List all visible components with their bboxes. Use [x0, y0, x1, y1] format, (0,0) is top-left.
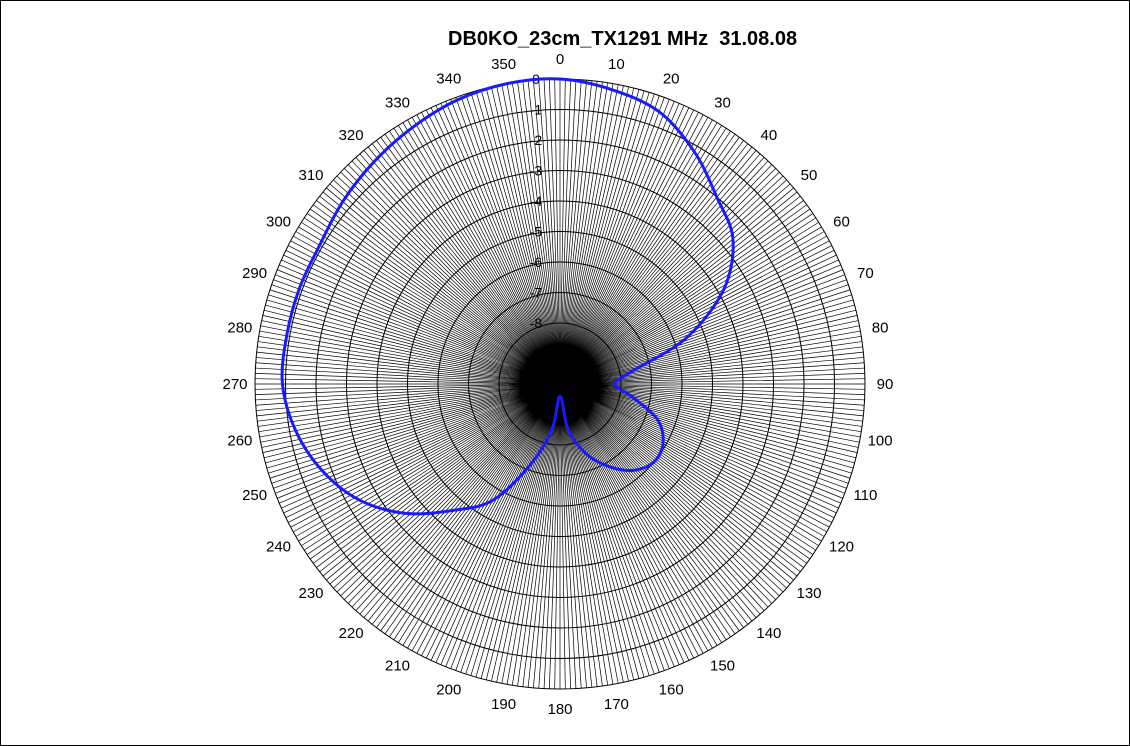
angle-tick-label: 60 — [833, 214, 850, 231]
angle-tick-label: 220 — [339, 625, 364, 642]
angle-tick-label: 230 — [298, 585, 323, 602]
angle-tick-label: 10 — [608, 56, 625, 73]
radial-tick-label: -7 — [530, 285, 543, 301]
angle-tick-label: 110 — [853, 487, 877, 504]
grid-ring — [346, 170, 774, 598]
angle-tick-label: 250 — [242, 487, 267, 504]
angle-tick-label: 320 — [339, 127, 364, 144]
angle-tick-label: 100 — [868, 432, 893, 449]
radial-tick-label: -2 — [530, 132, 543, 148]
chart-title: DB0KO_23cm_TX1291 MHz 31.08.08 — [448, 28, 798, 50]
angle-tick-label: 190 — [491, 696, 516, 713]
angle-tick-label: 260 — [227, 432, 252, 449]
angle-tick-label: 310 — [298, 167, 323, 184]
radial-tick-label: -1 — [530, 102, 543, 118]
radial-tick-label: -3 — [530, 163, 543, 179]
radial-tick-label: -5 — [530, 224, 543, 240]
grid-ring — [437, 261, 683, 507]
grid-rings — [254, 78, 866, 690]
grid-ring — [376, 200, 744, 568]
angle-tick-label: 280 — [227, 320, 252, 337]
grid-ring — [285, 109, 835, 659]
angle-tick-label: 30 — [714, 95, 731, 112]
angle-tick-label: 290 — [242, 265, 267, 282]
grid-ring — [498, 322, 622, 446]
angle-tick-label: 20 — [663, 71, 680, 88]
angle-tick-label: 210 — [385, 658, 410, 675]
angle-tick-label: 90 — [877, 376, 894, 393]
angle-tick-label: 170 — [604, 696, 629, 713]
angle-tick-label: 0 — [556, 51, 564, 68]
angle-tick-label: 40 — [761, 127, 778, 144]
angle-tick-label: 200 — [436, 681, 461, 698]
angle-tick-label: 140 — [756, 625, 781, 642]
radial-tick-label: -8 — [530, 315, 543, 331]
grid-ring — [315, 139, 805, 629]
angle-tick-label: 240 — [266, 539, 291, 556]
grid-ring — [529, 353, 591, 415]
angle-tick-label: 80 — [872, 320, 889, 337]
radial-tick-label: -6 — [530, 254, 543, 270]
angle-tick-label: 70 — [857, 265, 874, 282]
angle-tick-label: 130 — [796, 585, 821, 602]
angle-tick-label: 350 — [491, 56, 516, 73]
trace-layer — [280, 77, 735, 516]
radial-tick-label: -4 — [530, 193, 543, 209]
ring-labels: 0-1-2-3-4-5-6-7-8 — [530, 71, 543, 331]
grid-ring — [468, 292, 652, 476]
grid-ring — [407, 231, 713, 537]
radiation-pattern-line — [280, 77, 735, 516]
angle-tick-label: 150 — [710, 658, 735, 675]
angle-tick-label: 330 — [385, 95, 410, 112]
angle-tick-label: 340 — [436, 71, 461, 88]
angle-tick-label: 180 — [547, 701, 572, 718]
angle-tick-label: 160 — [659, 681, 684, 698]
angle-labels: 0 10 20 30 40 50 60 70 80 90 100 110 120 130 140 150 160… — [222, 51, 893, 718]
angle-tick-label: 120 — [829, 539, 854, 556]
angle-tick-label: 270 — [222, 376, 247, 393]
angle-tick-label: 50 — [801, 167, 818, 184]
angle-tick-label: 300 — [266, 214, 291, 231]
